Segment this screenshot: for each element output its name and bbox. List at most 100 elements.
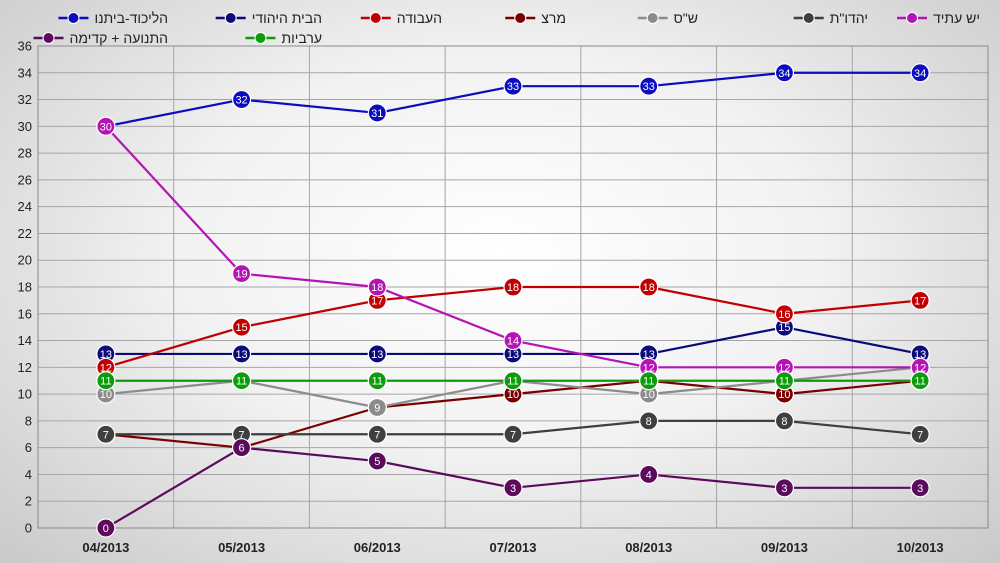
legend-marker-swatch [42,32,55,44]
data-point-marker [96,371,116,391]
data-label: 10 [643,389,655,401]
y-tick-label: 26 [18,172,32,187]
legend-item: הבית היהודי [215,10,322,26]
data-point-marker [639,277,659,297]
data-label: 17 [914,295,926,307]
data-label: 13 [507,349,519,361]
data-label: 7 [103,429,109,441]
data-label: 31 [371,108,383,120]
data-label: 3 [510,483,516,495]
data-point-marker [503,478,523,498]
legend: הליכוד-ביתנו הבית היהודי העבודה מרצ ש"ס יהדו"… [33,10,980,46]
data-label: 32 [235,95,247,107]
data-point-marker [231,344,252,364]
data-point-marker [910,478,930,498]
data-label: 18 [371,282,383,294]
x-tick-label: 06/2013 [354,540,401,555]
legend-label: יש עתיד [933,10,980,26]
data-label: 11 [643,376,654,388]
data-label: 4 [646,469,652,481]
legend-marker-swatch [369,12,382,24]
data-point-marker [96,518,116,538]
y-tick-label: 10 [18,387,32,402]
legend-label: העבודה [397,10,442,26]
data-label: 33 [507,81,519,93]
data-label: 11 [100,376,111,388]
y-tick-label: 16 [18,306,32,321]
data-label: 12 [643,362,655,374]
data-label: 12 [778,362,790,374]
data-label: 30 [100,121,112,133]
data-label: 0 [103,523,109,535]
y-tick-label: 36 [18,39,32,54]
data-point-marker [639,464,659,485]
data-point-marker [503,277,523,297]
legend-item: ערביות [245,30,322,46]
data-label: 16 [778,309,790,321]
data-label: 3 [917,483,923,495]
data-point-marker [639,371,659,391]
data-label: 13 [643,349,655,361]
data-label: 12 [914,362,926,374]
legend-item: יהדו"ת [793,10,868,26]
plot-area-frame [37,45,989,529]
legend-marker-swatch [802,12,815,24]
legend-marker-swatch [224,12,237,24]
data-label: 10 [100,389,112,401]
data-label: 15 [778,322,790,334]
data-label: 14 [507,336,519,348]
data-label: 11 [779,376,790,388]
y-tick-label: 2 [25,494,32,509]
legend-item: מרצ [505,10,566,26]
legend-marker-swatch [254,32,267,44]
data-label: 8 [781,416,787,428]
legend-item: התנועה + קדימה [33,30,168,46]
data-label: 11 [372,376,383,388]
data-point-marker [503,371,523,391]
legend-marker-swatch [514,12,527,24]
data-label: 6 [239,443,245,455]
data-point-marker [367,451,387,471]
data-point-marker [367,103,387,123]
data-label: 13 [914,349,926,361]
legend-item: ש"ס [637,10,698,26]
data-point-marker [96,424,116,444]
data-point-marker [96,116,116,136]
legend-label: התנועה + קדימה [70,30,168,46]
legend-label: יהדו"ת [830,10,868,26]
data-label: 12 [100,362,112,374]
data-label: 18 [643,282,655,294]
data-point-marker [231,89,252,110]
data-point-marker [639,76,659,96]
legend-label: מרצ [541,10,566,26]
data-point-marker [774,63,795,83]
x-tick-label: 10/2013 [897,540,944,555]
y-tick-label: 8 [25,413,32,428]
data-point-marker [231,317,252,337]
data-point-marker [503,424,523,444]
y-tick-label: 22 [18,226,32,241]
data-point-marker [639,411,659,431]
x-tick-label: 05/2013 [218,540,265,555]
data-label: 17 [371,295,383,307]
data-label: 8 [646,416,652,428]
data-point-marker [503,76,523,96]
legend-item: העבודה [360,10,442,26]
y-tick-label: 14 [18,333,32,348]
y-tick-label: 34 [18,65,32,80]
y-tick-label: 4 [25,467,32,482]
data-label: 13 [100,349,112,361]
data-label: 13 [235,349,247,361]
data-label: 18 [507,282,519,294]
data-point-marker [231,264,252,284]
data-label: 11 [236,376,247,388]
y-tick-label: 32 [18,92,32,107]
series-group: 3032313333343413131313131513121517181816… [96,63,930,538]
data-label: 34 [914,68,926,80]
legend-item: הליכוד-ביתנו [58,10,168,26]
x-tick-label: 07/2013 [490,540,537,555]
data-point-marker [910,290,930,310]
data-point-marker [231,438,252,458]
data-point-marker [367,277,387,297]
